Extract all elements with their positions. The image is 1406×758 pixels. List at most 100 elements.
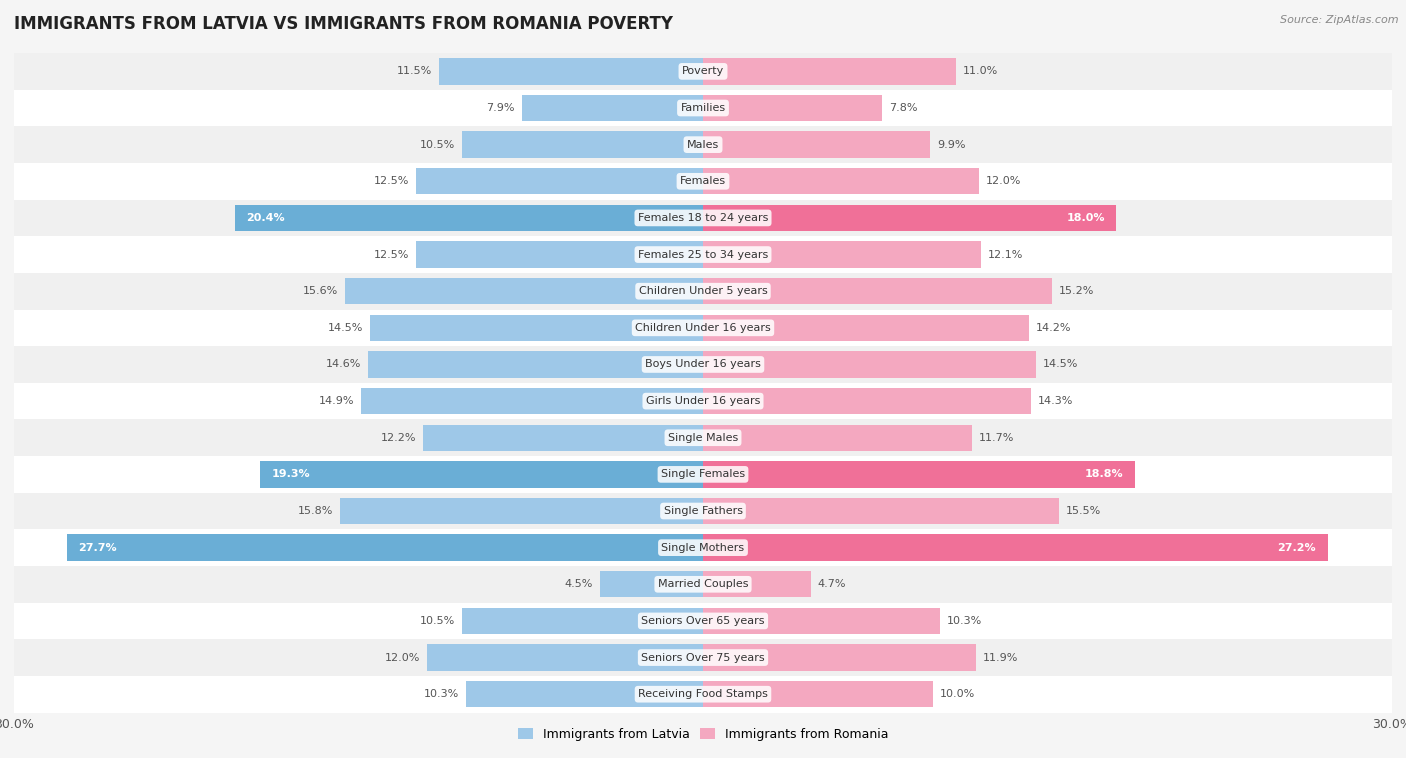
- Text: 15.5%: 15.5%: [1066, 506, 1101, 516]
- Text: 27.7%: 27.7%: [79, 543, 117, 553]
- Bar: [14, 346, 1392, 383]
- Text: Families: Families: [681, 103, 725, 113]
- Bar: [467, 681, 703, 707]
- Text: 27.2%: 27.2%: [1278, 543, 1316, 553]
- Bar: [703, 388, 1032, 415]
- Bar: [416, 168, 703, 195]
- Text: Poverty: Poverty: [682, 67, 724, 77]
- Text: Single Females: Single Females: [661, 469, 745, 479]
- Bar: [14, 309, 1392, 346]
- Bar: [703, 205, 1116, 231]
- Bar: [14, 419, 1392, 456]
- Text: 4.5%: 4.5%: [564, 579, 593, 589]
- Bar: [522, 95, 703, 121]
- Text: 12.2%: 12.2%: [381, 433, 416, 443]
- Bar: [703, 315, 1029, 341]
- Bar: [14, 603, 1392, 639]
- Bar: [703, 571, 811, 597]
- Bar: [14, 273, 1392, 309]
- Text: Children Under 16 years: Children Under 16 years: [636, 323, 770, 333]
- Text: 7.8%: 7.8%: [889, 103, 918, 113]
- Bar: [14, 566, 1392, 603]
- Text: 9.9%: 9.9%: [938, 139, 966, 149]
- Bar: [67, 534, 703, 561]
- Text: 14.6%: 14.6%: [325, 359, 361, 369]
- Text: 14.5%: 14.5%: [328, 323, 363, 333]
- Text: 12.5%: 12.5%: [374, 249, 409, 259]
- Bar: [14, 383, 1392, 419]
- Bar: [703, 168, 979, 195]
- Text: Receiving Food Stamps: Receiving Food Stamps: [638, 689, 768, 699]
- Text: 20.4%: 20.4%: [246, 213, 284, 223]
- Text: 12.0%: 12.0%: [986, 177, 1021, 186]
- Text: IMMIGRANTS FROM LATVIA VS IMMIGRANTS FROM ROMANIA POVERTY: IMMIGRANTS FROM LATVIA VS IMMIGRANTS FRO…: [14, 15, 673, 33]
- Text: 11.9%: 11.9%: [983, 653, 1018, 662]
- Text: Seniors Over 65 years: Seniors Over 65 years: [641, 616, 765, 626]
- Bar: [703, 241, 981, 268]
- Bar: [703, 498, 1059, 525]
- Bar: [14, 456, 1392, 493]
- Text: 11.0%: 11.0%: [963, 67, 998, 77]
- Bar: [14, 163, 1392, 199]
- Text: 4.7%: 4.7%: [818, 579, 846, 589]
- Bar: [14, 493, 1392, 529]
- Text: Boys Under 16 years: Boys Under 16 years: [645, 359, 761, 369]
- Bar: [461, 131, 703, 158]
- Bar: [14, 89, 1392, 127]
- Text: Married Couples: Married Couples: [658, 579, 748, 589]
- Bar: [260, 461, 703, 487]
- Text: 11.5%: 11.5%: [396, 67, 432, 77]
- Text: 12.0%: 12.0%: [385, 653, 420, 662]
- Bar: [14, 53, 1392, 89]
- Bar: [340, 498, 703, 525]
- Text: 12.5%: 12.5%: [374, 177, 409, 186]
- Text: Single Males: Single Males: [668, 433, 738, 443]
- Text: 11.7%: 11.7%: [979, 433, 1014, 443]
- Text: 10.3%: 10.3%: [425, 689, 460, 699]
- Bar: [461, 608, 703, 634]
- Text: Females 25 to 34 years: Females 25 to 34 years: [638, 249, 768, 259]
- Text: 18.8%: 18.8%: [1084, 469, 1123, 479]
- Bar: [703, 351, 1036, 377]
- Bar: [370, 315, 703, 341]
- Text: 7.9%: 7.9%: [486, 103, 515, 113]
- Text: 10.5%: 10.5%: [420, 616, 456, 626]
- Text: 14.3%: 14.3%: [1038, 396, 1074, 406]
- Bar: [14, 639, 1392, 676]
- Bar: [14, 236, 1392, 273]
- Text: 14.9%: 14.9%: [318, 396, 354, 406]
- Bar: [368, 351, 703, 377]
- Bar: [14, 199, 1392, 236]
- Text: Females: Females: [681, 177, 725, 186]
- Bar: [703, 278, 1052, 305]
- Text: 10.5%: 10.5%: [420, 139, 456, 149]
- Bar: [703, 424, 972, 451]
- Bar: [703, 95, 882, 121]
- Bar: [14, 529, 1392, 566]
- Bar: [439, 58, 703, 85]
- Text: Females 18 to 24 years: Females 18 to 24 years: [638, 213, 768, 223]
- Bar: [14, 676, 1392, 713]
- Text: Children Under 5 years: Children Under 5 years: [638, 287, 768, 296]
- Text: Single Fathers: Single Fathers: [664, 506, 742, 516]
- Bar: [416, 241, 703, 268]
- Bar: [14, 127, 1392, 163]
- Text: Males: Males: [688, 139, 718, 149]
- Text: 18.0%: 18.0%: [1066, 213, 1105, 223]
- Bar: [361, 388, 703, 415]
- Text: 10.0%: 10.0%: [939, 689, 974, 699]
- Bar: [423, 424, 703, 451]
- Text: Seniors Over 75 years: Seniors Over 75 years: [641, 653, 765, 662]
- Text: 15.6%: 15.6%: [302, 287, 337, 296]
- Bar: [703, 461, 1135, 487]
- Bar: [599, 571, 703, 597]
- Bar: [235, 205, 703, 231]
- Text: 14.5%: 14.5%: [1043, 359, 1078, 369]
- Text: 15.8%: 15.8%: [298, 506, 333, 516]
- Bar: [703, 534, 1327, 561]
- Legend: Immigrants from Latvia, Immigrants from Romania: Immigrants from Latvia, Immigrants from …: [513, 723, 893, 746]
- Text: 15.2%: 15.2%: [1059, 287, 1094, 296]
- Text: 19.3%: 19.3%: [271, 469, 309, 479]
- Bar: [703, 131, 931, 158]
- Text: Girls Under 16 years: Girls Under 16 years: [645, 396, 761, 406]
